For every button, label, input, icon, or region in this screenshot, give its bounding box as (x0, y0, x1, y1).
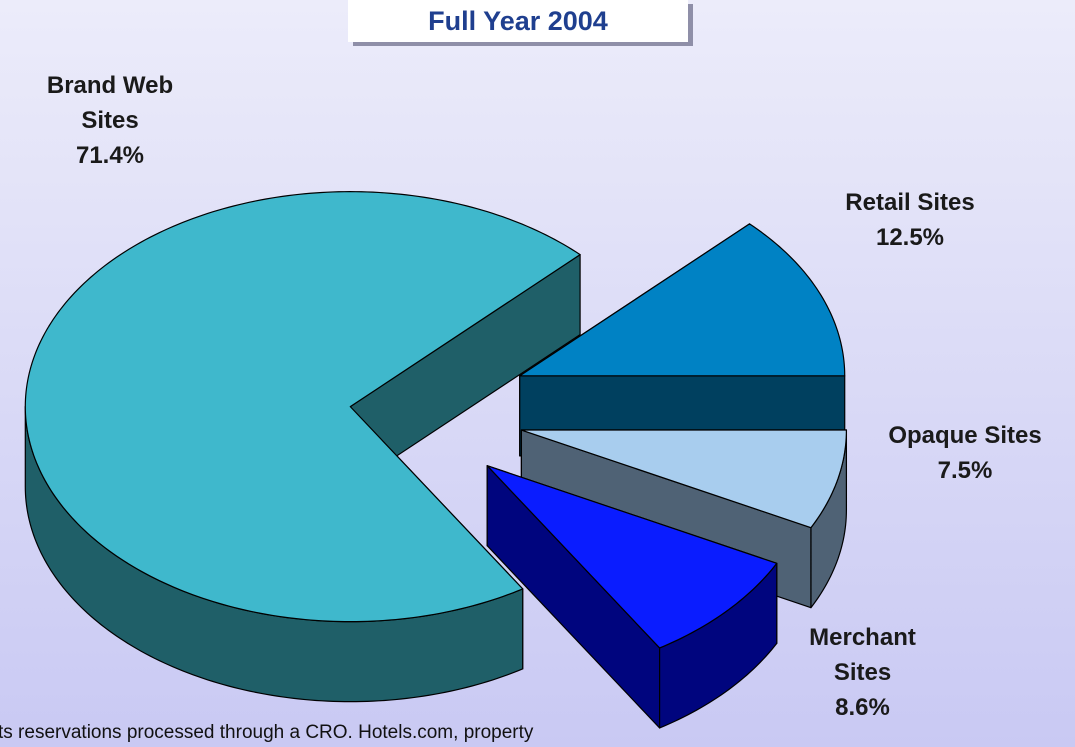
value-label: 7.5% (937, 457, 993, 484)
chart-title: Full Year 2004 (348, 0, 688, 42)
category-label: Merchant Sites (809, 624, 916, 686)
label: Merchant Sites 8.6% (795, 620, 930, 725)
category-label: Opaque Sites (888, 422, 1042, 449)
value-label: 71.4% (75, 142, 145, 169)
pie-slice (486, 465, 778, 649)
category-label: Brand Web Sites (46, 72, 174, 134)
pie-slice (520, 429, 848, 529)
pie-slice (519, 223, 846, 377)
label: Opaque Sites 7.5% (855, 418, 1075, 488)
footnote: ts reservations processed through a CRO.… (0, 722, 534, 743)
category-label: Retail Sites (845, 189, 975, 216)
value-label: 12.5% (875, 224, 945, 251)
value-label: 8.6% (835, 694, 890, 721)
label: Brand Web Sites 71.4% (25, 68, 195, 173)
pie-slice (24, 191, 581, 623)
label: Retail Sites 12.5% (800, 185, 1020, 255)
